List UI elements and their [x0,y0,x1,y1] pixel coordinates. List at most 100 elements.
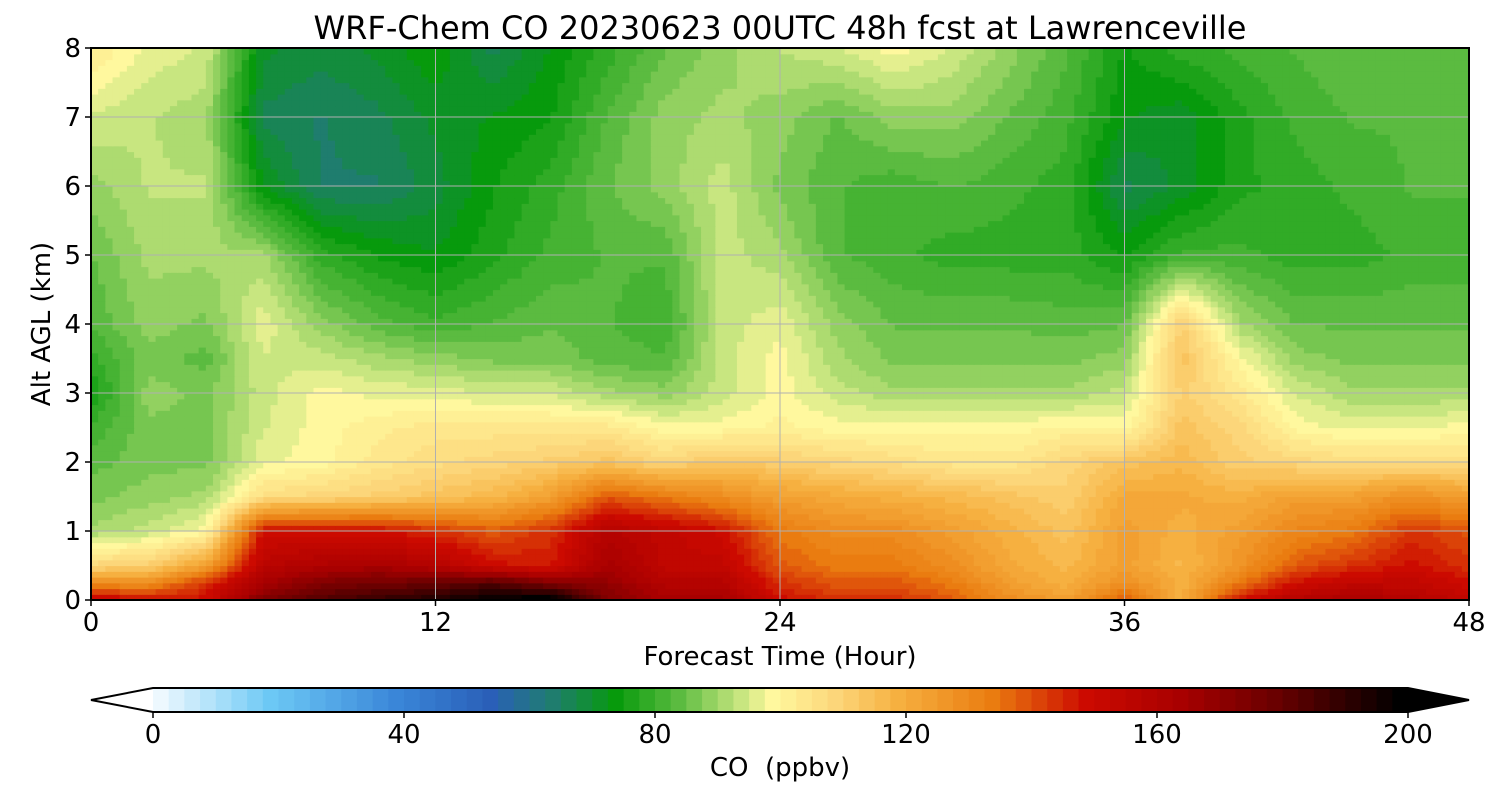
heatmap-cell [815,542,824,549]
heatmap-cell [1253,479,1262,486]
heatmap-cell [1260,479,1269,486]
heatmap-cell [1311,485,1319,492]
heatmap-cell [1110,490,1118,498]
heatmap-cell [1296,548,1305,555]
heatmap-cell [1052,456,1061,463]
heatmap-cell [715,502,724,509]
heatmap-cell [586,582,594,590]
heatmap-cell [457,519,465,526]
heatmap-cell [227,467,236,475]
heatmap-cell [557,508,566,515]
heatmap-cell [148,525,157,532]
heatmap-cell [485,462,494,469]
heatmap-cell [449,450,458,457]
heatmap-cell [959,588,968,595]
heatmap-cell [966,582,975,590]
heatmap-cell [342,485,350,492]
heatmap-cell [1361,594,1370,600]
heatmap-cell [1146,490,1154,498]
heatmap-cell [1210,554,1219,561]
heatmap-cell [1454,513,1463,521]
heatmap-cell [622,594,630,600]
heatmap-cell [1045,450,1054,457]
heatmap-cell [1433,582,1441,590]
heatmap-cell [945,559,953,567]
heatmap-cell [327,496,336,503]
heatmap-cell [198,496,207,503]
heatmap-cell [837,536,846,544]
heatmap-cell [844,542,853,549]
heatmap-cell [299,588,307,595]
heatmap-cell [564,456,573,463]
heatmap-cell [256,582,264,590]
heatmap-cell [406,577,415,584]
heatmap-cell [385,548,394,555]
heatmap-cell [342,571,350,578]
heatmap-cell [1433,594,1441,600]
heatmap-cell [528,456,537,463]
heatmap-cell [1411,594,1420,600]
heatmap-cell [177,479,185,486]
heatmap-cell [1117,565,1126,572]
heatmap-cell [1397,536,1406,544]
heatmap-cell [227,513,236,521]
heatmap-cell [1146,496,1154,503]
heatmap-cell [1224,490,1233,498]
heatmap-cell [873,536,882,544]
heatmap-cell [1425,490,1434,498]
heatmap-cell [112,496,121,503]
heatmap-cell [808,525,817,532]
heatmap-cell [184,542,193,549]
heatmap-cell [291,559,300,567]
heatmap-cell [1131,496,1140,503]
heatmap-cell [141,594,150,600]
heatmap-cell [112,548,121,555]
heatmap-cell [399,467,408,475]
heatmap-cell [844,496,853,503]
heatmap-cell [1088,531,1097,538]
heatmap-cell [765,594,774,600]
heatmap-cell [155,502,164,509]
heatmap-cell [593,490,602,498]
heatmap-cell [729,577,738,584]
heatmap-cell [1282,531,1291,538]
heatmap-cell [1067,594,1075,600]
heatmap-cell [1031,582,1039,590]
heatmap-cell [966,542,975,549]
heatmap-cell [873,490,882,498]
heatmap-cell [1138,456,1147,463]
heatmap-cell [148,542,157,549]
heatmap-cell [1404,502,1413,509]
heatmap-cell [758,513,767,521]
heatmap-cell [241,513,250,521]
heatmap-cell [1059,496,1068,503]
heatmap-cell [528,548,537,555]
heatmap-cell [1045,467,1054,475]
heatmap-cell [370,490,379,498]
heatmap-cell [1461,548,1469,555]
heatmap-cell [471,565,480,572]
heatmap-cell [392,502,401,509]
heatmap-cell [349,479,358,486]
heatmap-cell [1239,565,1248,572]
heatmap-cell [528,571,537,578]
heatmap-cell [1339,536,1348,544]
heatmap-cell [657,571,666,578]
heatmap-cell [1024,536,1032,544]
heatmap-cell [464,571,472,578]
heatmap-cell [1339,577,1348,584]
heatmap-cell [1210,519,1219,526]
heatmap-cell [256,462,264,469]
heatmap-cell [657,548,666,555]
heatmap-cell [105,462,114,469]
heatmap-cell [1095,525,1104,532]
heatmap-cell [1189,462,1197,469]
heatmap-cell [801,548,810,555]
heatmap-cell [119,450,128,457]
heatmap-cell [256,542,264,549]
heatmap-cell [277,571,286,578]
heatmap-cell [736,548,745,555]
heatmap-cell [1232,467,1240,475]
heatmap-cell [535,462,544,469]
heatmap-cell [1375,462,1384,469]
